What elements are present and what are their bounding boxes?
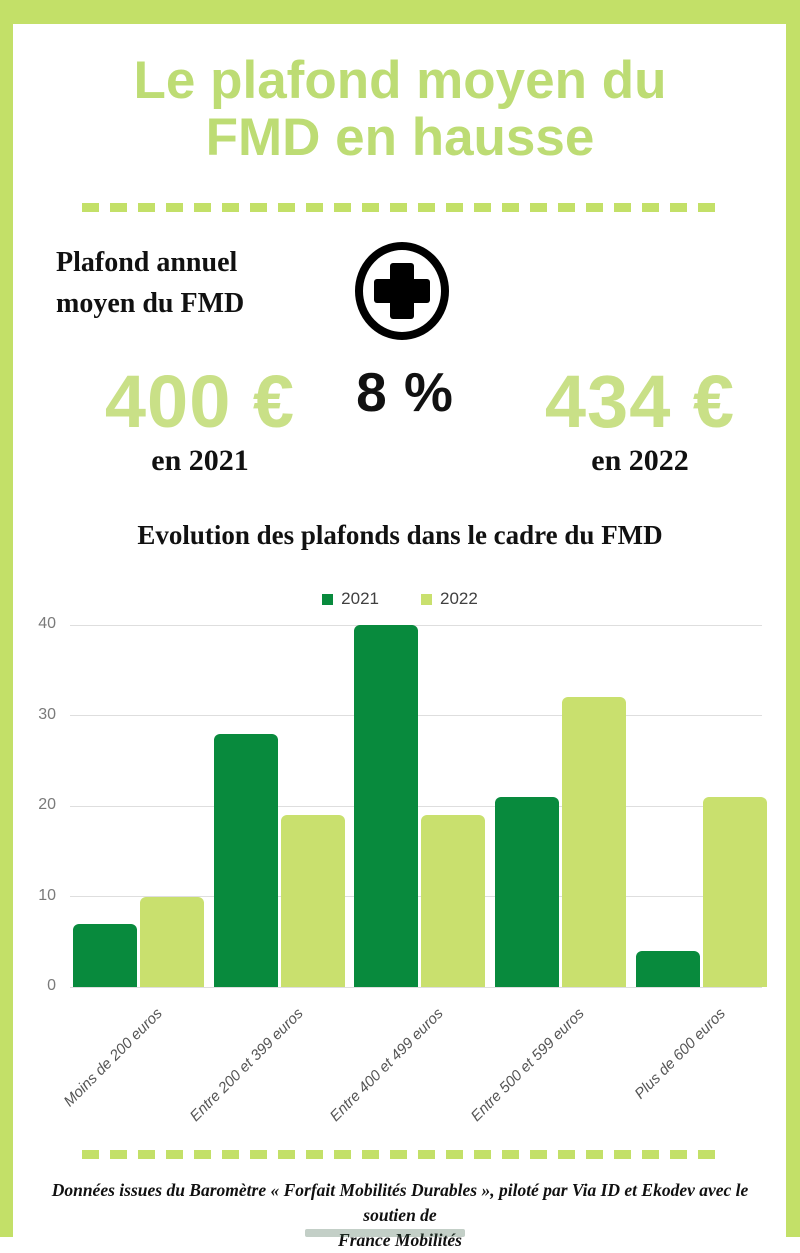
y-tick-label-0: 0 — [47, 977, 56, 994]
gridline-y-0 — [70, 986, 762, 988]
bar-group-5 — [631, 625, 772, 987]
bar-2021-cat2 — [213, 733, 278, 987]
bar-group-4 — [490, 625, 631, 987]
chart-title: Evolution des plafonds dans le cadre du … — [137, 520, 663, 550]
frame-border-right — [786, 0, 800, 1237]
stat-2022-value: 434 € — [544, 360, 736, 443]
bar-2021-cat1 — [72, 923, 137, 987]
bar-2021-cat3 — [354, 625, 419, 987]
stat-2022: 434 € en 2022 — [520, 364, 760, 478]
y-tick-label-20: 20 — [38, 796, 56, 813]
stat-2021: 400 € en 2021 — [80, 364, 320, 478]
stat-section-label: Plafond annuel moyen du FMD — [56, 242, 244, 324]
y-tick-label-30: 30 — [38, 705, 56, 723]
bar-groups — [68, 625, 772, 987]
bar-2022-cat1 — [139, 896, 204, 987]
stat-section-label-line2: moyen du FMD — [56, 288, 245, 319]
frame-border-top — [0, 0, 800, 24]
legend-item-2021: 2021 — [322, 589, 379, 609]
legend-label-2021: 2021 — [341, 589, 379, 608]
stat-2022-caption: en 2022 — [591, 444, 689, 477]
x-axis-label-2: Entre 200 et 399 euros — [186, 1005, 307, 1125]
bar-group-2 — [209, 625, 350, 987]
source-attribution-line1: Données issues du Baromètre « Forfait Mo… — [51, 1180, 749, 1225]
x-axis-label-1: Moins de 200 euros — [60, 1005, 166, 1111]
dashed-divider-top — [82, 203, 718, 212]
stat-2021-caption: en 2021 — [151, 444, 249, 477]
bar-group-1 — [68, 625, 209, 987]
legend-swatch-2021 — [322, 593, 334, 605]
bar-2022-cat5 — [703, 796, 768, 987]
y-tick-label-10: 10 — [38, 886, 56, 904]
bar-2022-cat2 — [280, 815, 345, 987]
stat-section-label-line1: Plafond annuel — [56, 247, 238, 278]
page-title-line1: Le plafond moyen du — [133, 51, 667, 110]
page-title-line2: FMD en hausse — [205, 108, 595, 167]
bar-group-3 — [350, 625, 491, 987]
plus-in-circle-icon — [352, 240, 452, 342]
x-axis-label-4: Entre 500 et 599 euros — [467, 1005, 588, 1125]
y-tick-label-40: 40 — [38, 615, 56, 632]
source-attribution: Données issues du Baromètre « Forfait Mo… — [35, 1178, 765, 1253]
legend-swatch-2022 — [421, 593, 432, 605]
percent-increase-value: 8 % — [356, 361, 454, 423]
cutoff-artifact — [305, 1229, 465, 1237]
bar-2021-cat5 — [636, 950, 701, 987]
chart-legend: 2021 2022 — [0, 589, 800, 609]
legend-label-2022: 2022 — [440, 589, 478, 608]
frame-border-left — [0, 0, 13, 1237]
gridline-y-40 — [70, 624, 762, 626]
bar-2021-cat4 — [495, 796, 560, 987]
stat-2021-value: 400 € — [104, 360, 296, 443]
bar-2022-cat3 — [421, 815, 486, 987]
dashed-divider-bottom — [82, 1150, 718, 1159]
bar-2022-cat4 — [562, 697, 627, 987]
page-title: Le plafond moyen du FMD en hausse — [0, 52, 800, 166]
x-axis-label-5: Plus de 600 euros — [631, 1005, 729, 1103]
bar-chart: 0 10 20 30 40 Moins de 200 euros Entre 200 et … — [0, 615, 800, 1185]
legend-item-2022: 2022 — [421, 589, 478, 609]
x-axis-label-3: Entre 400 et 499 euros — [327, 1005, 448, 1125]
